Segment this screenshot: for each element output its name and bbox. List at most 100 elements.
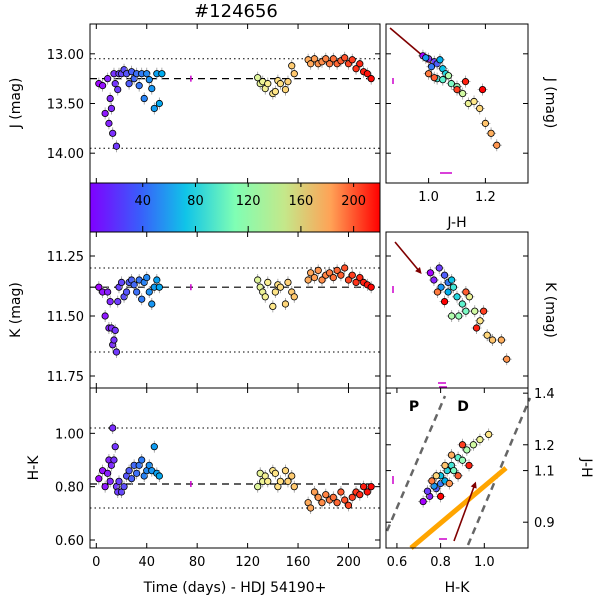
data-point <box>422 54 430 62</box>
data-point <box>105 119 113 127</box>
data-point <box>476 104 484 113</box>
panel-bg <box>90 232 380 388</box>
data-point <box>445 479 453 488</box>
reddening-band-right <box>466 397 532 546</box>
data-point <box>462 307 470 315</box>
data-point <box>428 477 436 485</box>
data-point <box>367 283 375 291</box>
data-point <box>271 87 279 96</box>
data-point <box>348 271 356 279</box>
data-point <box>430 276 438 284</box>
data-point <box>148 84 156 93</box>
data-point <box>322 491 330 499</box>
data-point <box>304 276 312 284</box>
region-label-p: P <box>409 399 419 415</box>
data-point <box>150 443 158 451</box>
data-point <box>344 501 353 509</box>
data-point <box>276 80 284 88</box>
data-point <box>503 355 511 363</box>
panel-bg <box>386 24 528 183</box>
data-point <box>109 424 117 432</box>
panel-k_cmd <box>385 231 529 389</box>
data-point <box>329 273 337 282</box>
data-point <box>310 55 319 63</box>
data-point <box>284 477 292 485</box>
data-point <box>307 60 315 68</box>
data-point <box>322 55 330 63</box>
panel-k_lc <box>89 231 381 389</box>
data-point <box>111 326 119 334</box>
data-point <box>138 456 146 464</box>
data-point <box>497 336 505 344</box>
data-point <box>264 477 272 485</box>
data-point <box>288 472 296 480</box>
data-point <box>106 477 114 485</box>
data-point <box>448 312 456 320</box>
data-point <box>493 141 501 149</box>
data-point <box>122 288 131 296</box>
colorbar-tick-label: 40 <box>134 194 151 209</box>
data-point <box>337 271 345 279</box>
data-point <box>367 75 375 83</box>
data-point <box>356 273 364 282</box>
data-point <box>290 483 298 491</box>
data-point <box>488 336 497 344</box>
data-point <box>363 488 371 496</box>
data-point <box>458 441 467 449</box>
data-point <box>107 104 116 113</box>
data-point <box>101 483 109 491</box>
data-point <box>114 297 122 306</box>
data-point <box>444 72 453 80</box>
x-tick-label: 1.0 <box>474 555 495 570</box>
data-point <box>453 293 461 301</box>
data-point <box>427 63 436 71</box>
x-tick-label: 0 <box>92 555 100 570</box>
data-point <box>481 119 489 127</box>
y-axis-label: J (mag) <box>542 77 558 129</box>
x-axis-label: H-K <box>445 580 471 596</box>
data-point <box>95 283 103 291</box>
data-point <box>104 469 112 477</box>
data-point <box>426 269 434 277</box>
data-point <box>344 276 353 284</box>
data-point <box>140 94 148 103</box>
y-axis-label: K (mag) <box>8 282 24 338</box>
data-point <box>307 269 315 277</box>
data-point <box>356 491 364 499</box>
colorbar-tick-label: 80 <box>187 194 204 209</box>
x-tick-label: 200 <box>336 555 361 570</box>
data-point <box>155 283 163 291</box>
data-point <box>284 278 292 286</box>
y-axis-label: K (mag) <box>542 282 558 338</box>
data-point <box>111 443 119 451</box>
data-point <box>264 80 272 88</box>
data-point <box>440 271 449 279</box>
panel-frame <box>89 387 381 549</box>
data-point <box>307 504 315 512</box>
data-point <box>348 56 356 64</box>
data-point <box>333 266 341 274</box>
data-point <box>254 483 262 491</box>
data-point <box>106 297 114 306</box>
data-point <box>120 483 128 491</box>
data-point <box>444 288 452 296</box>
data-point <box>447 80 455 88</box>
data-point <box>448 276 456 284</box>
y-tick-label: 13.00 <box>47 48 84 63</box>
data-point <box>128 475 136 483</box>
data-point <box>465 461 473 470</box>
data-point <box>430 74 438 82</box>
y-tick-label: 0.60 <box>55 534 84 549</box>
data-point <box>360 483 368 491</box>
data-point <box>432 472 440 480</box>
data-point <box>310 273 319 282</box>
reddening-arrow <box>453 481 477 542</box>
data-point <box>276 477 284 485</box>
data-point <box>485 430 493 439</box>
panel-hk_lc <box>89 387 381 549</box>
data-point <box>143 273 151 282</box>
colorbar-tick-label: 160 <box>288 194 313 209</box>
data-point <box>281 467 290 475</box>
data-point <box>487 129 495 137</box>
